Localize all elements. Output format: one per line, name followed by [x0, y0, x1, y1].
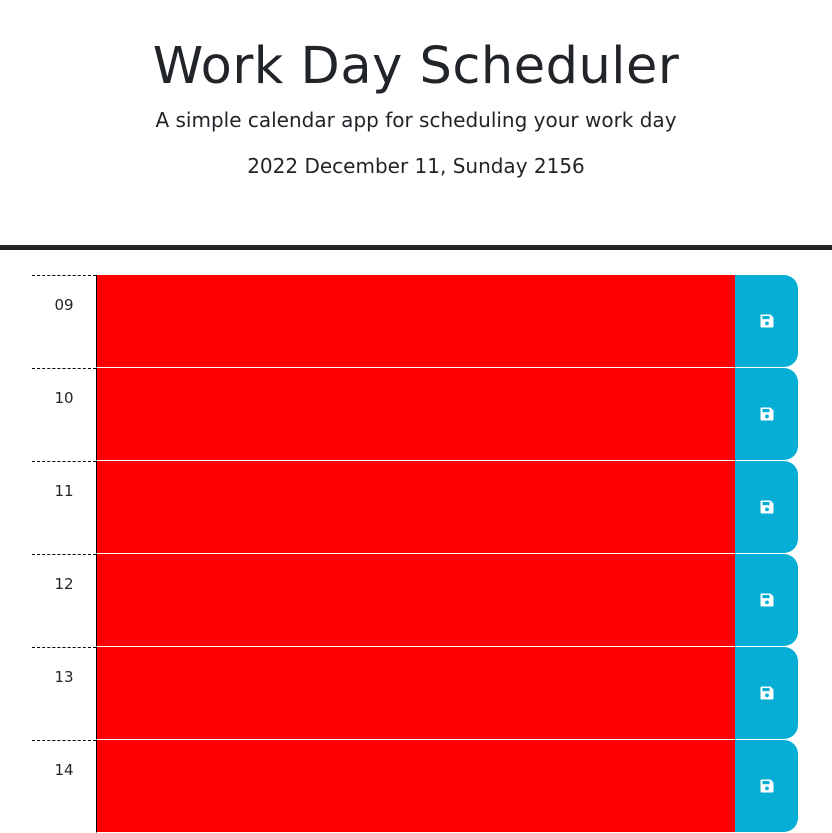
hour-label: 14 [32, 740, 96, 833]
floppy-disk-icon [760, 500, 773, 514]
hour-label: 10 [32, 368, 96, 461]
floppy-disk-icon [760, 314, 773, 328]
hour-label: 09 [32, 275, 96, 368]
hour-label: 13 [32, 647, 96, 740]
event-description-input[interactable] [96, 554, 735, 647]
current-day: 2022 December 11, Sunday 2156 [247, 154, 585, 178]
time-block-13: 13 [32, 647, 798, 740]
save-button[interactable] [735, 647, 798, 739]
event-description-input[interactable] [96, 275, 735, 368]
save-button[interactable] [735, 461, 798, 553]
time-block-09: 09 [32, 275, 798, 368]
hour-label: 11 [32, 461, 96, 554]
event-description-input[interactable] [96, 740, 735, 833]
app-title: Work Day Scheduler [152, 37, 680, 96]
time-block-11: 11 [32, 461, 798, 554]
event-description-input[interactable] [96, 647, 735, 740]
floppy-disk-icon [760, 779, 773, 793]
save-button[interactable] [735, 740, 798, 832]
event-description-input[interactable] [96, 461, 735, 554]
hour-label: 12 [32, 554, 96, 647]
time-block-12: 12 [32, 554, 798, 647]
event-description-input[interactable] [96, 368, 735, 461]
app-subtitle: A simple calendar app for scheduling you… [155, 108, 677, 132]
floppy-disk-icon [760, 593, 773, 607]
time-block-14: 14 [32, 740, 798, 833]
floppy-disk-icon [760, 686, 773, 700]
save-button[interactable] [735, 275, 798, 367]
page-header: Work Day Scheduler A simple calendar app… [0, 0, 832, 250]
time-block-10: 10 [32, 368, 798, 461]
time-block-list: 09 10 11 [32, 275, 798, 833]
floppy-disk-icon [760, 407, 773, 421]
save-button[interactable] [735, 554, 798, 646]
save-button[interactable] [735, 368, 798, 460]
